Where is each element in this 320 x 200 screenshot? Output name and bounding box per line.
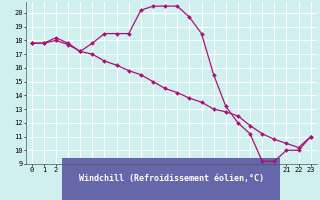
X-axis label: Windchill (Refroidissement éolien,°C): Windchill (Refroidissement éolien,°C) xyxy=(79,174,264,183)
